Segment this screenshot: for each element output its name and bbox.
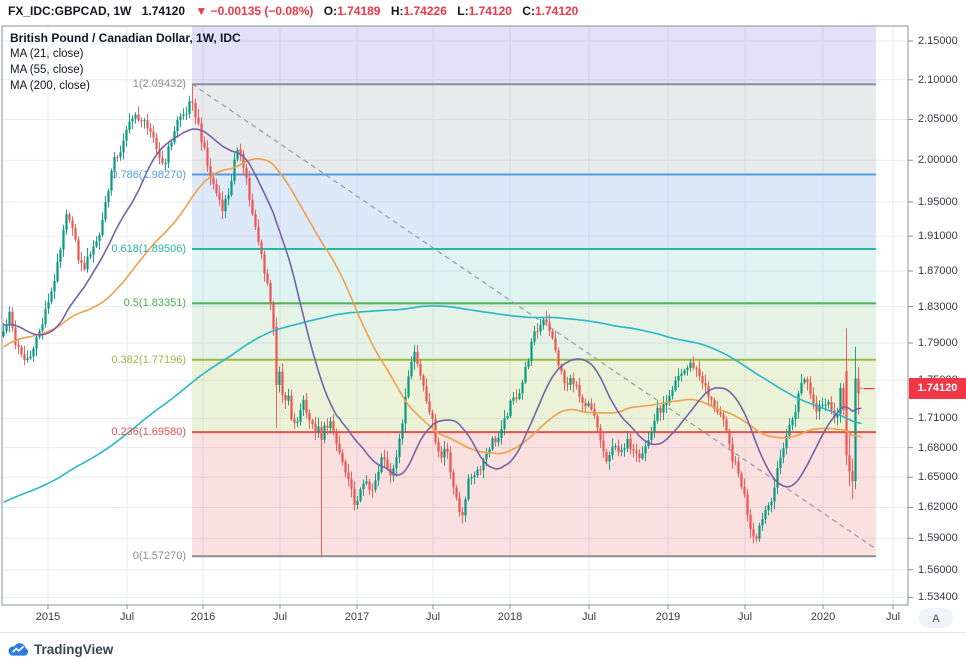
time-tick-Jul-9: Jul bbox=[737, 611, 753, 623]
fib-label-1: 1(2.09432) bbox=[132, 78, 186, 90]
legend-ma21[interactable]: MA (21, close) bbox=[10, 48, 84, 60]
close-value: 1.74120 bbox=[534, 4, 579, 18]
low-value: 1.74120 bbox=[468, 4, 512, 18]
open-label: O: bbox=[323, 4, 338, 18]
current-price-badge: 1.74120 bbox=[909, 378, 966, 399]
fib-label-0.618: 0.618(1.89506) bbox=[111, 243, 186, 255]
chart-legend-title[interactable]: British Pound / Canadian Dollar, 1W, IDC bbox=[10, 31, 241, 45]
price-tick-1.65000: 1.65000 bbox=[918, 471, 958, 483]
chart-header: FX_IDC:GBPCAD, 1W 1.74120 ▼ −0.00135 (−0… bbox=[8, 4, 578, 22]
time-tick-Jul-1: Jul bbox=[119, 611, 135, 623]
time-tick-Jul-11: Jul bbox=[885, 611, 901, 623]
price-tick-1.71000: 1.71000 bbox=[918, 412, 958, 424]
down-triangle-icon: ▼ bbox=[195, 4, 208, 18]
last-price: 1.74120 bbox=[141, 4, 186, 18]
time-tick-Jul-3: Jul bbox=[272, 611, 288, 623]
price-tick-1.83000: 1.83000 bbox=[918, 301, 958, 313]
time-tick-2018-6: 2018 bbox=[497, 611, 523, 623]
time-tick-2017-4: 2017 bbox=[344, 611, 370, 623]
price-tick-1.79000: 1.79000 bbox=[918, 337, 958, 349]
time-tick-2020-10: 2020 bbox=[810, 611, 836, 623]
time-tick-Jul-5: Jul bbox=[425, 611, 441, 623]
fib-label-0.236: 0.236(1.69580) bbox=[111, 426, 186, 438]
tradingview-logo-text: TradingView bbox=[34, 641, 114, 657]
price-tick-1.91000: 1.91000 bbox=[918, 230, 958, 242]
close-label: C: bbox=[522, 4, 535, 18]
price-tick-1.95000: 1.95000 bbox=[918, 196, 958, 208]
fib-label-0.786: 0.786(1.98270) bbox=[111, 169, 186, 181]
price-tick-1.62000: 1.62000 bbox=[918, 501, 958, 513]
price-tick-2.15000: 2.15000 bbox=[918, 35, 958, 47]
time-tick-2015-0: 2015 bbox=[35, 611, 61, 623]
price-tick-2.10000: 2.10000 bbox=[918, 74, 958, 86]
tradingview-logo[interactable]: TradingView bbox=[8, 639, 113, 659]
symbol-title[interactable]: FX_IDC:GBPCAD, 1W bbox=[8, 4, 132, 18]
price-change: −0.00135 (−0.08%) bbox=[210, 4, 314, 18]
fib-label-0: 0(1.57270) bbox=[132, 550, 186, 562]
open-value: 1.74189 bbox=[337, 4, 381, 18]
time-tick-Jul-7: Jul bbox=[581, 611, 597, 623]
footer-divider bbox=[0, 632, 966, 633]
low-label: L: bbox=[457, 4, 469, 18]
price-tick-1.68000: 1.68000 bbox=[918, 442, 958, 454]
legend-ma55[interactable]: MA (55, close) bbox=[10, 64, 84, 76]
legend-ma200[interactable]: MA (200, close) bbox=[10, 80, 90, 92]
price-tick-2.00000: 2.00000 bbox=[918, 154, 958, 166]
fib-label-0.5: 0.5(1.83351) bbox=[123, 297, 186, 309]
time-tick-2019-8: 2019 bbox=[655, 611, 681, 623]
fib-label-0.382: 0.382(1.77196) bbox=[111, 354, 186, 366]
auto-scale-button[interactable]: A bbox=[919, 608, 953, 628]
price-tick-1.56000: 1.56000 bbox=[918, 564, 958, 576]
high-label: H: bbox=[390, 4, 404, 18]
price-tick-2.05000: 2.05000 bbox=[918, 113, 958, 125]
tradingview-cloud-icon bbox=[8, 643, 29, 656]
price-tick-1.53400: 1.53400 bbox=[918, 591, 958, 603]
price-tick-1.87000: 1.87000 bbox=[918, 265, 958, 277]
price-tick-1.59000: 1.59000 bbox=[918, 532, 958, 544]
high-value: 1.74226 bbox=[403, 4, 447, 18]
time-tick-2016-2: 2016 bbox=[190, 611, 216, 623]
